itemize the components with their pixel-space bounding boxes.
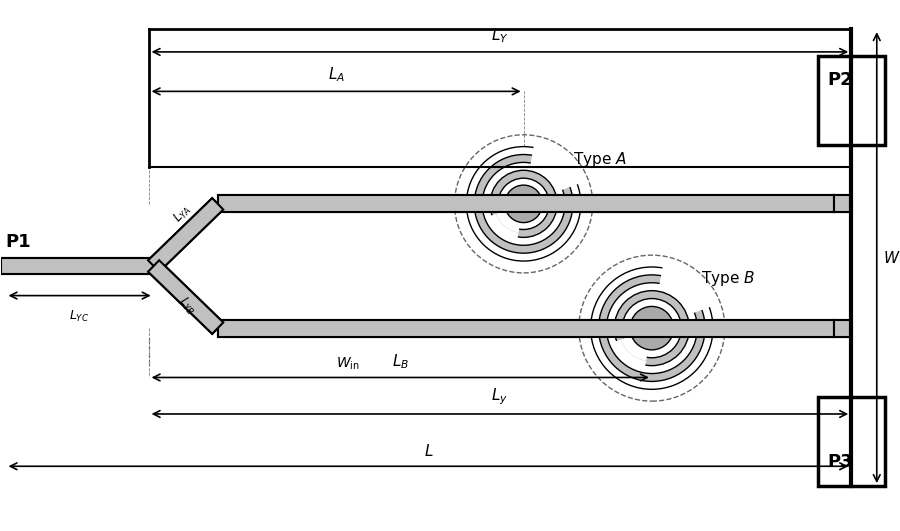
Circle shape: [630, 306, 673, 350]
Text: $L_{YB}$: $L_{YB}$: [176, 294, 199, 318]
Circle shape: [466, 147, 580, 261]
Text: P2: P2: [827, 71, 853, 89]
Text: $L_Y$: $L_Y$: [491, 27, 508, 45]
Polygon shape: [148, 198, 223, 272]
Text: $W_{\mathrm{in}}$: $W_{\mathrm{in}}$: [336, 356, 360, 372]
Polygon shape: [218, 320, 834, 337]
Polygon shape: [148, 260, 223, 334]
Polygon shape: [834, 320, 851, 337]
Polygon shape: [834, 195, 851, 212]
Text: $L_{YC}$: $L_{YC}$: [69, 309, 90, 323]
Circle shape: [590, 267, 713, 389]
Circle shape: [615, 290, 689, 366]
Bar: [817, 56, 885, 144]
Text: $L_{YA}$: $L_{YA}$: [170, 202, 194, 226]
Circle shape: [622, 298, 681, 358]
Text: $L$: $L$: [424, 443, 433, 459]
Polygon shape: [218, 195, 834, 212]
Circle shape: [498, 178, 549, 229]
Text: $L_A$: $L_A$: [328, 66, 345, 84]
Text: $W$: $W$: [883, 250, 900, 266]
Polygon shape: [834, 195, 851, 212]
Text: Type $B$: Type $B$: [701, 269, 755, 288]
Polygon shape: [834, 320, 851, 337]
Bar: [817, 397, 885, 486]
Polygon shape: [148, 260, 223, 334]
Circle shape: [474, 155, 573, 253]
Circle shape: [490, 170, 557, 237]
Text: $L_y$: $L_y$: [491, 387, 508, 407]
Circle shape: [482, 162, 565, 245]
Polygon shape: [218, 320, 834, 337]
Text: $L_B$: $L_B$: [392, 352, 409, 371]
Circle shape: [505, 185, 543, 222]
Text: P1: P1: [5, 233, 32, 251]
Circle shape: [598, 275, 705, 381]
Circle shape: [607, 283, 698, 373]
Polygon shape: [1, 258, 154, 275]
Polygon shape: [148, 198, 223, 272]
Polygon shape: [218, 195, 834, 212]
Text: Type $A$: Type $A$: [573, 150, 626, 169]
Polygon shape: [1, 258, 154, 275]
Text: P3: P3: [827, 453, 853, 471]
